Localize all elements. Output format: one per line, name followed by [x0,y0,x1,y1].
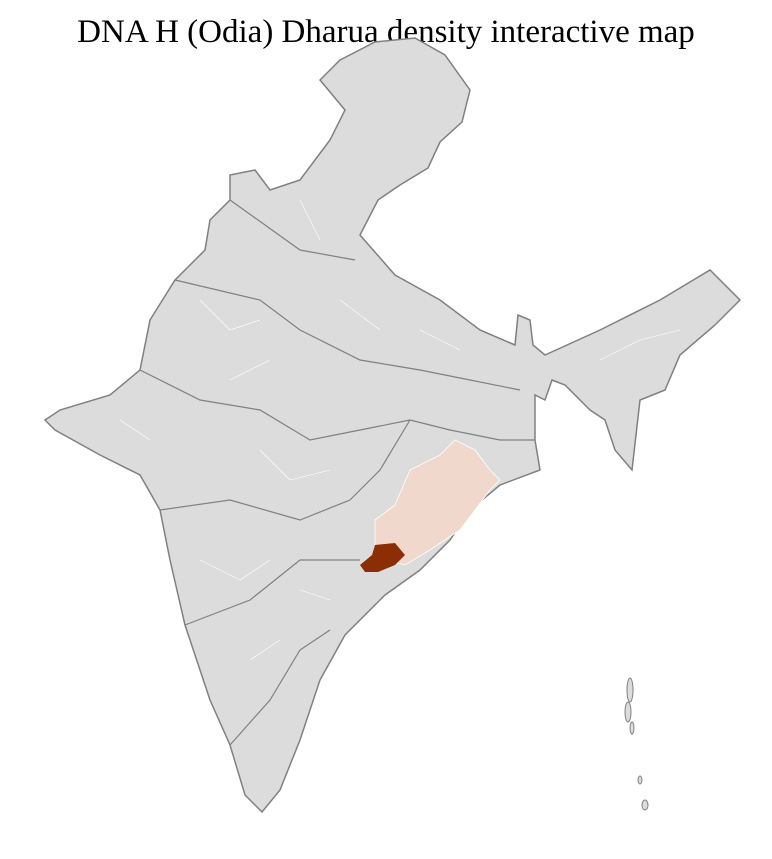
andaman-islands [624,677,649,811]
high-density-district[interactable] [360,543,405,572]
state-borders [139,199,535,746]
district-borders [119,199,681,661]
india-landmass [43,37,742,814]
